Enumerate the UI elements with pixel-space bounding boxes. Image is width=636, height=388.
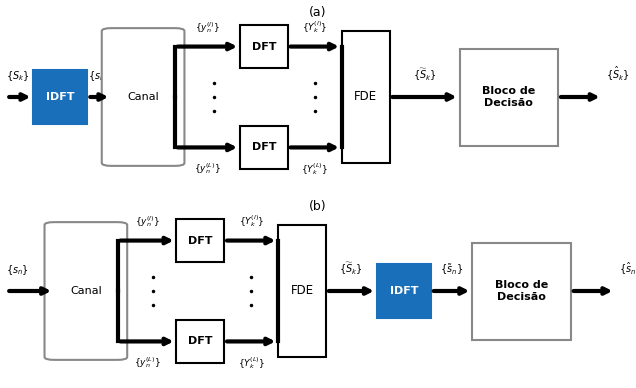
FancyBboxPatch shape	[45, 222, 127, 360]
Text: $\{Y_k^{(l)}\}$: $\{Y_k^{(l)}\}$	[238, 213, 264, 229]
Text: (b): (b)	[309, 200, 327, 213]
Text: $\{s_n\}$: $\{s_n\}$	[6, 263, 29, 277]
Text: IDFT: IDFT	[46, 92, 74, 102]
Text: DFT: DFT	[252, 42, 276, 52]
Text: $\{S_k\}$: $\{S_k\}$	[6, 69, 30, 83]
Text: $\{Y_k^{(l)}\}$: $\{Y_k^{(l)}\}$	[302, 19, 328, 35]
FancyBboxPatch shape	[177, 320, 225, 363]
Text: FDE: FDE	[291, 284, 314, 298]
Text: DFT: DFT	[188, 336, 212, 346]
Text: $\{\hat{S}_k\}$: $\{\hat{S}_k\}$	[605, 66, 630, 83]
Text: $\{\hat{s}_n\}$: $\{\hat{s}_n\}$	[618, 262, 636, 277]
Text: $\{Y_k^{(L)}\}$: $\{Y_k^{(L)}\}$	[238, 355, 265, 371]
Text: $\{y_n^{(L)}\}$: $\{y_n^{(L)}\}$	[194, 161, 221, 176]
FancyBboxPatch shape	[177, 219, 225, 262]
Text: (a): (a)	[309, 6, 327, 19]
FancyBboxPatch shape	[342, 31, 389, 163]
FancyBboxPatch shape	[377, 264, 431, 318]
FancyBboxPatch shape	[460, 48, 558, 146]
FancyBboxPatch shape	[240, 126, 288, 169]
Text: $\{\widetilde{S}_k\}$: $\{\widetilde{S}_k\}$	[413, 67, 436, 83]
Text: Canal: Canal	[70, 286, 102, 296]
Text: Bloco de
Decisão: Bloco de Decisão	[482, 86, 536, 108]
Text: FDE: FDE	[354, 90, 377, 104]
Text: $\{s_n\}$: $\{s_n\}$	[88, 69, 111, 83]
Text: DFT: DFT	[252, 142, 276, 152]
FancyBboxPatch shape	[472, 242, 571, 340]
Text: DFT: DFT	[188, 236, 212, 246]
FancyBboxPatch shape	[240, 25, 288, 68]
Text: $\{y_n^{(l)}\}$: $\{y_n^{(l)}\}$	[195, 20, 220, 35]
Text: $\{\widetilde{S}_k\}$: $\{\widetilde{S}_k\}$	[340, 261, 363, 277]
Text: Bloco de
Decisão: Bloco de Decisão	[495, 280, 548, 302]
FancyBboxPatch shape	[102, 28, 184, 166]
Text: $\{\tilde{s}_n\}$: $\{\tilde{s}_n\}$	[440, 263, 463, 277]
Text: $\{y_n^{(L)}\}$: $\{y_n^{(L)}\}$	[134, 355, 160, 370]
FancyBboxPatch shape	[279, 225, 326, 357]
Text: IDFT: IDFT	[390, 286, 418, 296]
Text: Canal: Canal	[127, 92, 159, 102]
FancyBboxPatch shape	[34, 70, 88, 124]
Text: $\{y_n^{(l)}\}$: $\{y_n^{(l)}\}$	[135, 214, 160, 229]
Text: $\{Y_k^{(L)}\}$: $\{Y_k^{(L)}\}$	[301, 161, 328, 177]
